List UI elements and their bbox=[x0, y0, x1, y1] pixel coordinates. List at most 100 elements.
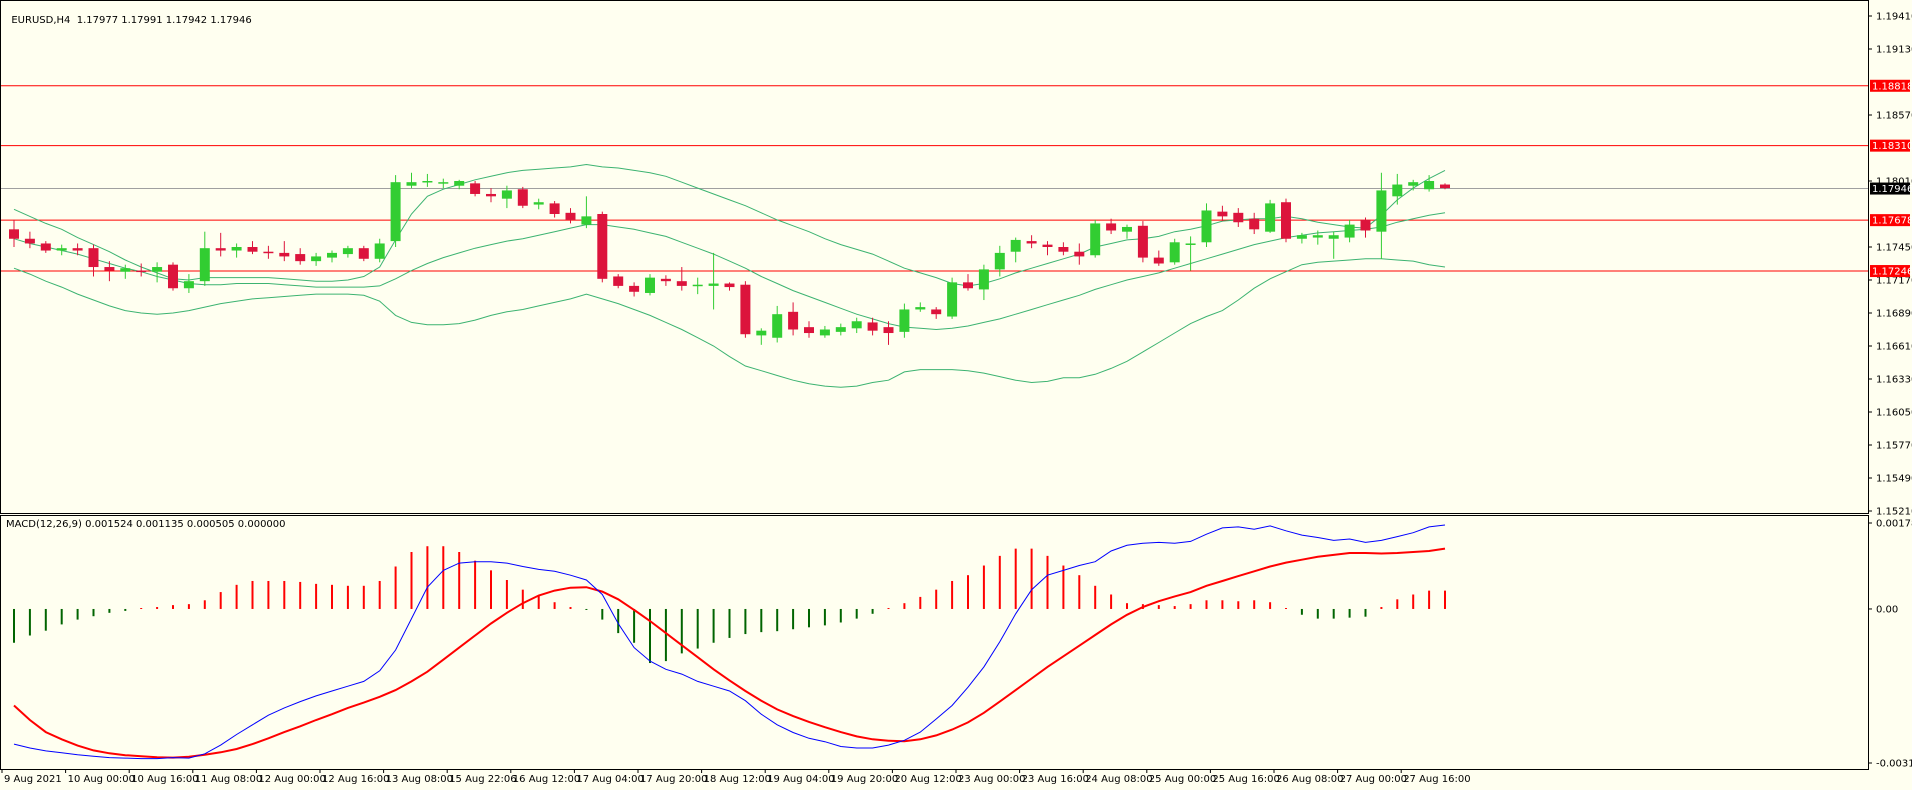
candle-body bbox=[899, 309, 910, 332]
price-tick-label: 1.19130 bbox=[1876, 45, 1912, 56]
macd-title: MACD(12,26,9) 0.001524 0.001135 0.000505… bbox=[6, 519, 286, 530]
time-tick-label: 11 Aug 08:00 bbox=[195, 774, 262, 785]
time-tick-label: 24 Aug 08:00 bbox=[1085, 774, 1152, 785]
candle-body bbox=[676, 281, 687, 286]
candle-body bbox=[1217, 211, 1228, 217]
symbol-label: EURUSD,H4 bbox=[11, 15, 71, 26]
candle-body bbox=[1074, 251, 1085, 257]
time-tick-label: 10 Aug 00:00 bbox=[68, 774, 135, 785]
candle-body bbox=[470, 183, 481, 194]
level-price-tag bbox=[1870, 79, 1910, 92]
candle-body bbox=[1392, 184, 1403, 197]
candle-body bbox=[1026, 241, 1037, 244]
time-tick-label: 19 Aug 04:00 bbox=[767, 774, 834, 785]
candle-body bbox=[24, 238, 35, 244]
candle-body bbox=[247, 247, 258, 252]
price-tick-label: 1.15770 bbox=[1876, 441, 1912, 452]
level-price-label: 1.17678 bbox=[1872, 216, 1912, 227]
candle-body bbox=[1106, 223, 1117, 231]
candle-body bbox=[1328, 235, 1339, 239]
candle-body bbox=[374, 243, 385, 259]
candle-body bbox=[740, 284, 751, 335]
candle-body bbox=[486, 193, 496, 197]
candle-body bbox=[629, 285, 640, 292]
candle-body bbox=[708, 283, 719, 286]
current-price-label: 1.17946 bbox=[1872, 184, 1912, 195]
candle-body bbox=[851, 321, 862, 329]
time-tick-label: 19 Aug 20:00 bbox=[831, 774, 898, 785]
candle-body bbox=[1153, 257, 1164, 264]
candle-body bbox=[756, 330, 767, 336]
time-tick-label: 26 Aug 08:00 bbox=[1276, 774, 1343, 785]
time-tick-label: 25 Aug 00:00 bbox=[1149, 774, 1216, 785]
candle-body bbox=[994, 252, 1005, 270]
candle-body bbox=[9, 229, 19, 239]
candle-body bbox=[406, 182, 417, 186]
candle-body bbox=[1249, 218, 1260, 230]
time-tick-label: 16 Aug 12:00 bbox=[513, 774, 580, 785]
candle-body bbox=[1201, 210, 1212, 243]
candle-body bbox=[915, 307, 926, 310]
bollinger-middle-line bbox=[13, 212, 1446, 331]
time-tick-label: 9 Aug 2021 bbox=[4, 774, 62, 785]
price-tick-label: 1.16890 bbox=[1876, 309, 1912, 320]
price-tick-label: 1.17450 bbox=[1876, 243, 1912, 254]
time-tick-label: 13 Aug 08:00 bbox=[386, 774, 453, 785]
candle-body bbox=[660, 278, 671, 282]
price-tick-label: 1.16610 bbox=[1876, 342, 1912, 353]
price-tick-label: 1.16330 bbox=[1876, 375, 1912, 386]
time-tick-label: 25 Aug 16:00 bbox=[1212, 774, 1279, 785]
price-tick-label: 1.18570 bbox=[1876, 111, 1912, 122]
candle-body bbox=[819, 329, 830, 336]
candle-body bbox=[327, 252, 337, 258]
price-panel-frame bbox=[0, 0, 1869, 514]
bollinger-upper-line bbox=[13, 163, 1446, 287]
candle-body bbox=[931, 309, 942, 315]
candle-body bbox=[1090, 223, 1101, 256]
macd-tick-label: 0.00 bbox=[1876, 604, 1898, 615]
candle-body bbox=[168, 264, 178, 289]
time-tick-label: 17 Aug 20:00 bbox=[640, 774, 707, 785]
candle-body bbox=[1169, 242, 1180, 263]
candle-body bbox=[581, 216, 592, 225]
candle-body bbox=[1281, 202, 1291, 239]
candle-body bbox=[724, 283, 735, 288]
level-price-label: 1.17246 bbox=[1872, 267, 1912, 278]
candle-body bbox=[1185, 243, 1196, 245]
time-tick-label: 23 Aug 00:00 bbox=[958, 774, 1025, 785]
ohlc-values: 1.17977 1.17991 1.17942 1.17946 bbox=[76, 15, 252, 26]
candle-body bbox=[56, 248, 67, 251]
price-tick-label: 1.16050 bbox=[1876, 408, 1912, 419]
candle-body bbox=[1408, 182, 1419, 186]
candle-body bbox=[152, 267, 163, 272]
level-price-tag bbox=[1870, 139, 1910, 152]
candle-body bbox=[1344, 224, 1355, 238]
candle-body bbox=[136, 270, 147, 273]
candle-body bbox=[342, 248, 353, 255]
candle-body bbox=[883, 327, 894, 334]
price-tick-label: 1.19410 bbox=[1876, 12, 1912, 23]
price-tick-label: 1.15490 bbox=[1876, 474, 1912, 485]
candle-body bbox=[804, 327, 814, 334]
candle-body bbox=[279, 252, 290, 257]
candle-body bbox=[311, 256, 322, 262]
candle-body bbox=[422, 181, 433, 183]
level-price-tag bbox=[1870, 265, 1910, 278]
price-tick-label: 1.18010 bbox=[1876, 177, 1912, 188]
candle-body bbox=[454, 181, 465, 186]
candle-body bbox=[788, 311, 799, 330]
candle-body bbox=[772, 314, 783, 338]
current-price-tag bbox=[1870, 182, 1910, 195]
price-tick-label: 1.15210 bbox=[1876, 507, 1912, 518]
time-tick-label: 12 Aug 16:00 bbox=[322, 774, 389, 785]
macd-tick-label: 0.001781 bbox=[1876, 519, 1912, 530]
candle-body bbox=[120, 268, 131, 272]
candle-body bbox=[1265, 203, 1276, 232]
candle-body bbox=[438, 182, 449, 184]
candle-body bbox=[295, 254, 306, 262]
time-tick-label: 23 Aug 16:00 bbox=[1022, 774, 1089, 785]
candle-body bbox=[1042, 244, 1053, 247]
candle-body bbox=[549, 203, 560, 214]
macd-panel-frame bbox=[0, 515, 1869, 770]
